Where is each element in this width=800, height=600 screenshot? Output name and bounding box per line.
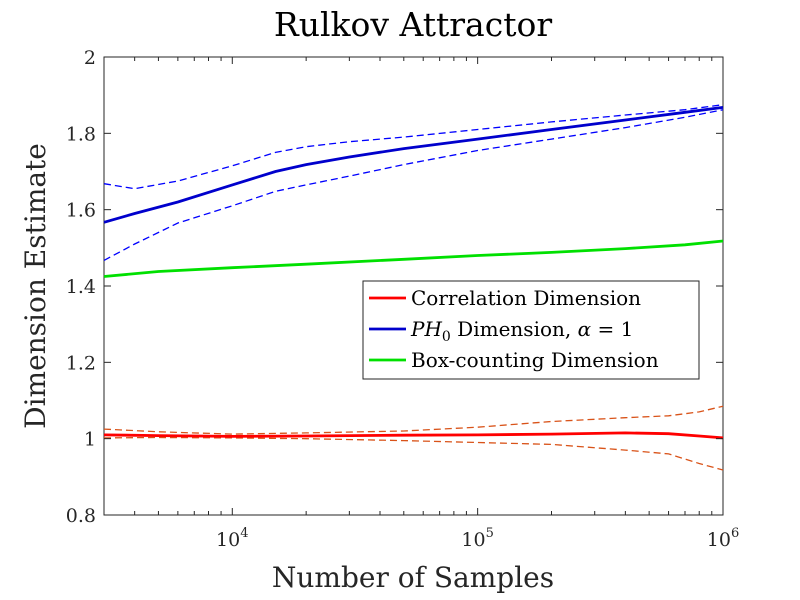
x-tick-label: 106 [707,526,739,551]
y-tick-label: 1.2 [66,352,96,374]
y-tick-label: 2 [84,47,96,69]
y-axis-label: Dimension Estimate [19,143,52,429]
legend-label-box: Box-counting Dimension [411,348,659,372]
chart-title: Rulkov Attractor [274,5,552,44]
y-tick-label: 1 [84,429,96,451]
y-tick-label: 1.4 [66,276,96,298]
box-series-line [103,239,724,278]
x-axis-label: Number of Samples [272,561,554,594]
y-tick-label: 1.8 [66,123,96,145]
ph0-series-line [103,106,724,224]
x-tick-label: 105 [461,526,493,551]
corr-lower-bound-line [103,436,724,471]
legend-box [362,280,700,380]
y-tick-label: 0.8 [66,505,96,527]
legend: Correlation Dimension PH0 Dimension, α = … [362,280,700,380]
y-axis-ticks: 0.8 1 1.2 1.4 1.6 1.8 2 [66,47,723,527]
corr-upper-bound-line [103,405,724,435]
legend-label-corr: Correlation Dimension [411,286,641,310]
ph0-upper-bound-line [103,104,724,190]
x-axis-ticks: 104 105 106 [103,57,739,551]
plot-area [103,56,724,516]
y-tick-label: 1.6 [66,200,96,222]
x-tick-label: 104 [216,526,248,551]
legend-label-ph0: PH0 Dimension, α = 1 [410,317,633,345]
corr-series-line [103,431,724,440]
ph0-lower-bound-line [103,109,724,261]
